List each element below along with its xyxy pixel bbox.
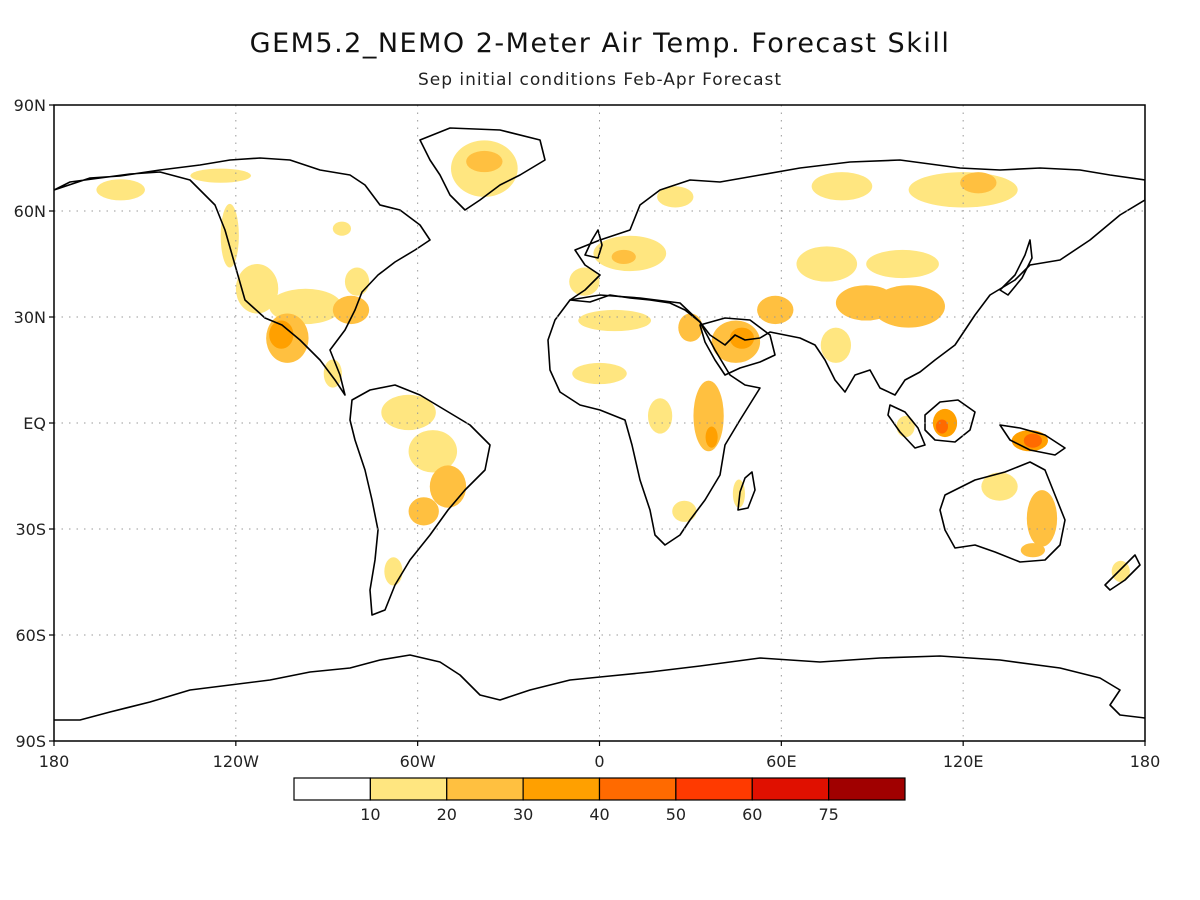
colorbar-swatch bbox=[675, 777, 753, 801]
lat-tick-label: EQ bbox=[23, 414, 46, 433]
skill-region bbox=[796, 246, 858, 282]
lon-tick-label: 120E bbox=[943, 752, 984, 771]
skill-region bbox=[408, 497, 439, 526]
skill-region bbox=[866, 249, 939, 279]
lon-tick-label: 120W bbox=[213, 752, 260, 771]
lat-tick-label: 90N bbox=[14, 96, 46, 115]
lat-tick-label: 60N bbox=[14, 202, 46, 221]
coastline-south-america bbox=[349, 384, 491, 616]
coastline-antarctica bbox=[54, 654, 1145, 721]
skill-region bbox=[269, 320, 294, 349]
lat-tick-label: 90S bbox=[15, 732, 46, 751]
skill-region bbox=[572, 362, 627, 385]
skill-region bbox=[466, 150, 503, 173]
skill-region bbox=[672, 500, 697, 522]
skill-region bbox=[678, 313, 703, 342]
map-title: GEM5.2_NEMO 2-Meter Air Temp. Forecast S… bbox=[249, 28, 951, 59]
colorbar-label: 50 bbox=[666, 805, 686, 824]
coastline-new-guinea bbox=[999, 424, 1066, 456]
skill-region bbox=[960, 172, 997, 194]
colorbar: 10 20 30 40 50 60 75 bbox=[293, 777, 906, 824]
coastline-sumatra bbox=[887, 404, 926, 449]
skill-region bbox=[578, 309, 652, 332]
colorbar-label: 60 bbox=[742, 805, 762, 824]
colorbar-swatch bbox=[293, 777, 371, 801]
skill-region bbox=[1111, 560, 1130, 583]
latitude-labels: 90N 60N 30N EQ 30S 60S 90S bbox=[14, 96, 54, 751]
skill-region bbox=[381, 394, 436, 431]
skill-region bbox=[657, 186, 694, 208]
skill-region bbox=[1023, 433, 1042, 448]
colorbar-label: 10 bbox=[360, 805, 380, 824]
colorbar-swatch bbox=[751, 777, 830, 801]
lat-tick-label: 30S bbox=[15, 520, 46, 539]
lon-tick-label: 180 bbox=[1130, 752, 1161, 771]
skill-shading-layer bbox=[96, 140, 1130, 586]
coastline-madagascar bbox=[737, 471, 756, 511]
lon-tick-label: 0 bbox=[594, 752, 604, 771]
coastline-borneo bbox=[924, 399, 976, 443]
lat-tick-label: 30N bbox=[14, 308, 46, 327]
skill-region bbox=[647, 398, 673, 434]
colorbar-label: 75 bbox=[818, 805, 838, 824]
skill-region bbox=[96, 179, 145, 201]
colorbar-swatch bbox=[369, 777, 448, 801]
colorbar-label: 30 bbox=[513, 805, 533, 824]
skill-region bbox=[981, 472, 1018, 501]
lon-tick-label: 180 bbox=[39, 752, 70, 771]
skill-region bbox=[896, 415, 915, 438]
lon-tick-label: 60W bbox=[400, 752, 436, 771]
skill-region bbox=[811, 172, 873, 201]
skill-region bbox=[935, 419, 949, 434]
skill-region bbox=[872, 285, 945, 328]
coastline-british-isles bbox=[584, 229, 603, 259]
coastline-africa bbox=[547, 294, 761, 546]
skill-region bbox=[190, 168, 251, 183]
skill-region bbox=[611, 249, 636, 264]
skill-region bbox=[408, 430, 458, 473]
coastline-australia bbox=[939, 461, 1066, 563]
skill-region bbox=[332, 295, 370, 325]
colorbar-swatch bbox=[446, 777, 524, 801]
skill-region bbox=[820, 327, 852, 363]
coastline-japan bbox=[999, 239, 1033, 296]
skill-region bbox=[429, 465, 467, 508]
coastline-north-america bbox=[54, 157, 431, 396]
skill-region bbox=[220, 203, 239, 268]
coastline-eurasia bbox=[569, 159, 1145, 396]
skill-region bbox=[1020, 543, 1045, 558]
colorbar-swatch bbox=[828, 777, 906, 801]
skill-region bbox=[332, 221, 351, 236]
gridline-layer bbox=[54, 105, 1145, 741]
skill-region bbox=[705, 426, 718, 448]
coastline-new-zealand bbox=[1104, 554, 1141, 591]
colorbar-label: 20 bbox=[437, 805, 457, 824]
colorbar-swatch bbox=[522, 777, 601, 801]
colorbar-label: 40 bbox=[589, 805, 609, 824]
skill-region bbox=[1026, 490, 1058, 547]
lon-tick-label: 60E bbox=[766, 752, 796, 771]
lat-tick-label: 60S bbox=[15, 626, 46, 645]
coastline-arabia bbox=[699, 317, 776, 376]
coastline-layer bbox=[54, 127, 1145, 721]
coastline-greenland bbox=[419, 127, 546, 211]
longitude-labels: 180 120W 60W 0 60E 120E 180 bbox=[39, 741, 1161, 771]
skill-region bbox=[569, 267, 600, 296]
map-subtitle: Sep initial conditions Feb-Apr Forecast bbox=[417, 70, 783, 90]
colorbar-swatch bbox=[598, 777, 677, 801]
skill-region bbox=[757, 295, 794, 325]
skill-region bbox=[384, 557, 403, 586]
skill-region bbox=[344, 267, 370, 296]
